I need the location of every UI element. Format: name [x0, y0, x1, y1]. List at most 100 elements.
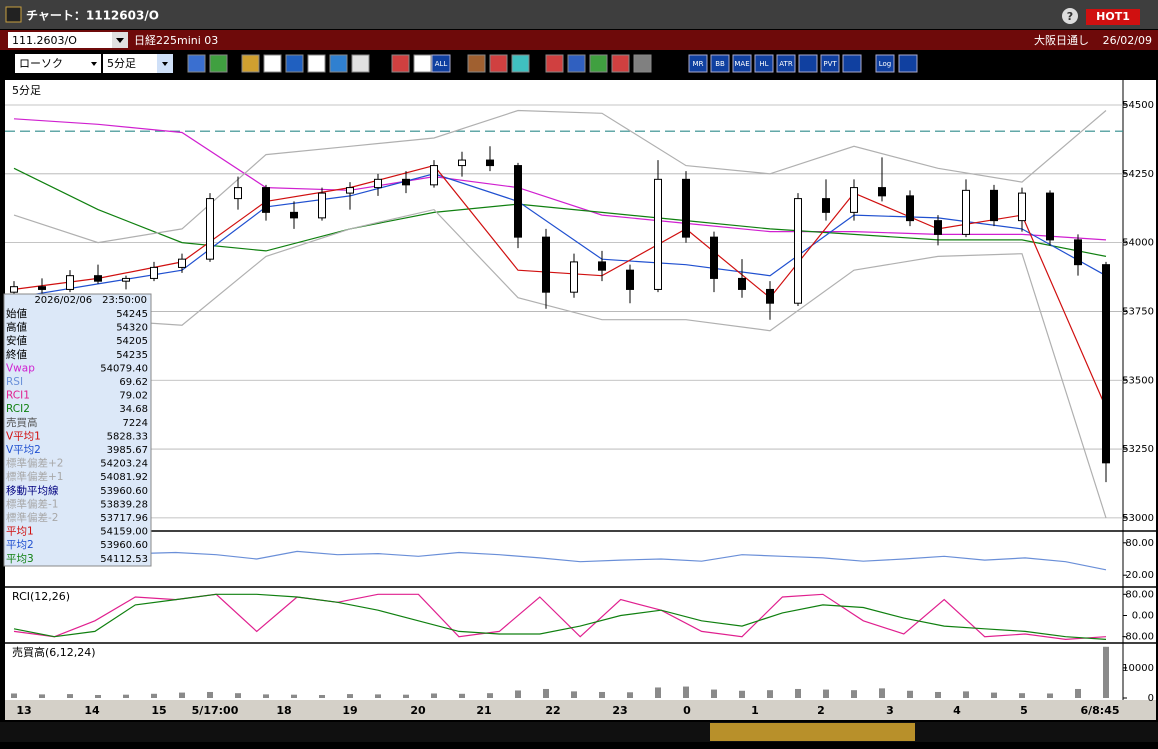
x-tick-label: 2: [817, 704, 825, 717]
tool-icon[interactable]: [633, 54, 652, 73]
info-bg: [3, 293, 152, 567]
volume-bar: [823, 689, 829, 698]
candle-body: [374, 178, 382, 189]
y-tick-label: 54500: [1122, 100, 1154, 111]
info-value: 54203.24: [100, 459, 148, 470]
tool-icon[interactable]: [307, 54, 326, 73]
tool-icon-label: HL: [759, 60, 768, 68]
y-tick-label: -80.00: [1122, 632, 1154, 643]
volume-bar: [767, 690, 773, 698]
dropdown-arrow: [162, 62, 168, 66]
x-tick-label: 15: [151, 704, 166, 717]
tool-icon[interactable]: [710, 54, 730, 73]
tool-icon[interactable]: [688, 54, 708, 73]
tool-icon[interactable]: [567, 54, 586, 73]
symbol-bar: [0, 30, 1158, 50]
info-label: 終値: [6, 348, 27, 361]
session: 大阪日通し: [1034, 33, 1089, 47]
candle-body: [738, 277, 746, 290]
info-label: 平均1: [6, 526, 34, 538]
tool-icon[interactable]: [351, 54, 370, 73]
volume-bar: [95, 694, 101, 698]
tool-icon[interactable]: [413, 54, 432, 73]
candle-body: [206, 198, 214, 260]
y-tick-label: 53500: [1122, 375, 1154, 386]
x-tick-label: 6/8:45: [1080, 704, 1119, 717]
candle-body: [682, 178, 690, 238]
tool-icon[interactable]: [431, 54, 451, 73]
candle-body: [794, 198, 802, 304]
tool-icon[interactable]: [285, 54, 304, 73]
info-value: 69.62: [119, 377, 148, 388]
tool-icon[interactable]: [545, 54, 564, 73]
app-icon: [5, 6, 22, 23]
x-tick-label: 21: [476, 704, 491, 717]
tool-icon[interactable]: [489, 54, 508, 73]
tool-icon[interactable]: [187, 54, 206, 73]
info-label: Vwap: [6, 362, 35, 374]
dropdown-arrow: [91, 62, 97, 66]
tool-icon[interactable]: [798, 54, 818, 73]
tool-icon[interactable]: [263, 54, 282, 73]
help-button[interactable]: [1062, 8, 1078, 24]
volume-bar: [795, 688, 801, 698]
x-tick-label: 14: [84, 704, 100, 717]
candle-body: [150, 266, 158, 279]
info-label: 標準偏差-2: [6, 511, 58, 524]
info-datetime: 2026/02/06 23:50:00: [34, 295, 147, 306]
info-value: 54079.40: [100, 363, 148, 374]
tool-icon[interactable]: [611, 54, 630, 73]
volume-bar: [1103, 646, 1109, 698]
volume-bar: [627, 692, 633, 698]
tool-icon[interactable]: [467, 54, 486, 73]
info-label: 標準偏差+1: [6, 470, 63, 483]
tool-icon-label: MAE: [734, 60, 749, 68]
candle-body: [990, 189, 998, 222]
y-tick-label: 0: [1148, 693, 1154, 704]
code-input[interactable]: [8, 32, 112, 48]
volume-bar: [599, 691, 605, 698]
x-tick-label: 5: [1020, 704, 1028, 717]
tool-icon[interactable]: [241, 54, 260, 73]
tool-icon-label: Log: [879, 60, 892, 68]
volume-bar: [683, 686, 689, 698]
tool-icon[interactable]: [875, 54, 895, 73]
candle-body: [38, 286, 46, 290]
volume-bar: [963, 691, 969, 698]
info-value: 34.68: [119, 404, 148, 415]
indicator-line: [13, 550, 1107, 571]
volume-bar: [375, 694, 381, 698]
tool-icon[interactable]: [732, 54, 752, 73]
interval-select[interactable]: [103, 54, 173, 73]
info-label: 始値: [6, 307, 27, 320]
tool-icon[interactable]: [329, 54, 348, 73]
tool-icon[interactable]: [842, 54, 862, 73]
hot-button[interactable]: [1086, 9, 1140, 25]
x-tick-label: 0: [683, 704, 691, 717]
info-value: 53960.60: [100, 486, 148, 497]
tool-icon[interactable]: [511, 54, 530, 73]
x-tick-label: 19: [342, 704, 357, 717]
info-label: RSI: [6, 376, 23, 388]
scrollbar[interactable]: [0, 722, 1158, 742]
x-tick-label: 22: [545, 704, 560, 717]
candle-body: [1018, 192, 1026, 222]
info-label: V平均1: [6, 430, 41, 442]
tool-icon[interactable]: [589, 54, 608, 73]
tool-icon[interactable]: [209, 54, 228, 73]
candle-body: [318, 192, 326, 219]
tool-icon[interactable]: [776, 54, 796, 73]
type-select[interactable]: [15, 54, 101, 73]
dropdown-arrow: [116, 38, 124, 43]
tool-icon[interactable]: [391, 54, 410, 73]
scroll-thumb[interactable]: [710, 723, 915, 741]
tool-icon[interactable]: [898, 54, 918, 73]
tool-icon[interactable]: [820, 54, 840, 73]
candle-body: [458, 159, 466, 167]
tool-icon[interactable]: [754, 54, 774, 73]
volume-bar: [403, 694, 409, 698]
candle-body: [178, 258, 186, 268]
candle-body: [570, 261, 578, 293]
candle-body: [710, 236, 718, 279]
